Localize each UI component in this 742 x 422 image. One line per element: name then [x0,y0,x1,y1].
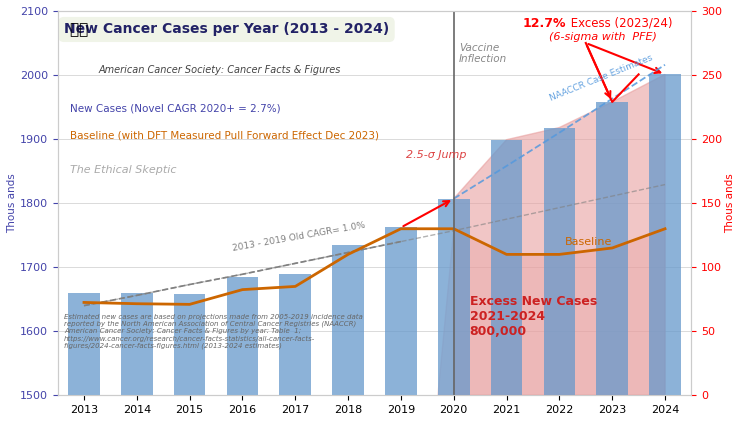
Text: 12.7%: 12.7% [522,17,566,30]
Y-axis label: Thous ands: Thous ands [725,173,735,233]
Text: (6-sigma with  PFE): (6-sigma with PFE) [549,32,657,42]
Text: American Cancer Society: Cancer Facts & Figures: American Cancer Society: Cancer Facts & … [99,65,341,75]
Text: Baseline: Baseline [565,237,612,247]
Text: 🇺🇸: 🇺🇸 [70,22,93,38]
Text: Baseline (with DFT Measured Pull Forward Effect Dec 2023): Baseline (with DFT Measured Pull Forward… [70,130,379,140]
Bar [174,294,206,395]
Text: The Ethical Skeptic: The Ethical Skeptic [70,165,177,175]
Bar [649,74,681,395]
Bar [280,273,311,395]
Bar [121,293,153,395]
Bar [385,227,417,395]
Text: New Cases (Novel CAGR 2020+ = 2.7%): New Cases (Novel CAGR 2020+ = 2.7%) [70,103,281,113]
Y-axis label: Thous ands: Thous ands [7,173,17,233]
Bar [544,127,575,395]
Text: Excess (2023/24): Excess (2023/24) [568,17,673,30]
Bar [68,293,100,395]
Bar [438,199,470,395]
Text: 2013 - 2019 Old CAGR= 1.0%: 2013 - 2019 Old CAGR= 1.0% [232,220,366,252]
Polygon shape [438,229,665,395]
Text: Excess New Cases
2021-2024
800,000: Excess New Cases 2021-2024 800,000 [470,295,597,338]
Polygon shape [453,74,665,395]
Bar [332,245,364,395]
Text: NAACCR Case Estimates: NAACCR Case Estimates [549,53,654,103]
Text: Vaccine
Inflection: Vaccine Inflection [459,43,508,64]
Text: Estimated new cases are based on projections made from 2005-2019 incidence data
: Estimated new cases are based on project… [64,314,363,349]
Bar [490,140,522,395]
Text: New Cancer Cases per Year (2013 - 2024): New Cancer Cases per Year (2013 - 2024) [64,22,389,36]
Bar [597,102,628,395]
Bar [226,277,258,395]
Text: 2.5-σ Jump: 2.5-σ Jump [406,150,467,160]
